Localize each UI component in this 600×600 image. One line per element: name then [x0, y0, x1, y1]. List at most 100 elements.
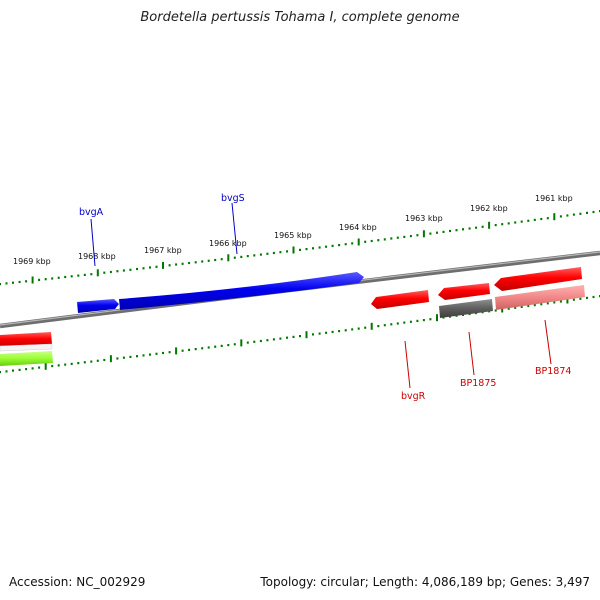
scale-minor-tick	[57, 364, 60, 367]
scale-minor-tick	[357, 327, 360, 330]
scale-minor-tick	[559, 300, 562, 303]
scale-minor-tick	[201, 347, 204, 350]
scale-minor-tick	[64, 275, 67, 279]
scale-major-tick	[96, 269, 99, 277]
scale-minor-tick	[266, 339, 269, 342]
scale-minor-tick	[0, 283, 1, 286]
scale-minor-tick	[286, 250, 288, 253]
scale-minor-tick	[279, 337, 282, 340]
scale-minor-tick	[494, 309, 497, 312]
gene-bvgR[interactable]	[371, 290, 429, 309]
scale-minor-tick	[338, 330, 341, 333]
scale-minor-tick	[527, 219, 530, 222]
scale-major-tick	[175, 347, 178, 355]
scale-minor-tick	[546, 302, 549, 305]
map-title: Bordetella pertussis Tohama I, complete …	[140, 10, 460, 25]
scale-minor-tick	[253, 254, 256, 257]
scale-major-tick	[240, 339, 243, 347]
scale-major-tick	[31, 276, 34, 284]
scale-minor-tick	[18, 368, 21, 371]
scale-minor-tick	[514, 221, 517, 224]
scale-minor-tick	[364, 240, 367, 243]
scale-major-tick	[44, 362, 47, 370]
white-feature-left[interactable]	[0, 343, 53, 352]
scale-minor-tick	[422, 319, 425, 322]
scale-minor-tick	[462, 228, 464, 231]
scale-minor-tick	[12, 281, 14, 284]
scale-minor-tick	[155, 352, 158, 355]
scale-minor-tick	[109, 270, 112, 274]
scale-minor-tick	[162, 351, 164, 355]
scale-minor-tick	[214, 345, 217, 348]
pink-feature[interactable]	[495, 285, 585, 310]
scale-minor-tick	[0, 371, 1, 374]
scale-minor-tick	[103, 358, 106, 362]
scale-minor-tick	[572, 213, 575, 216]
scale-minor-tick	[533, 304, 536, 307]
scale-minor-tick	[240, 255, 243, 258]
scale-major-tick	[227, 254, 230, 262]
scale-minor-tick	[553, 301, 556, 304]
scale-minor-tick	[38, 366, 41, 369]
scale-minor-tick	[220, 258, 223, 261]
scale-minor-tick	[175, 263, 178, 266]
grey-feature[interactable]	[439, 299, 493, 318]
scale-minor-tick	[514, 306, 517, 309]
scale-minor-tick	[136, 267, 138, 271]
scale-minor-tick	[129, 355, 132, 358]
scale-minor-tick	[344, 329, 347, 332]
gene-bvgS[interactable]	[119, 272, 364, 310]
scale-minor-tick	[305, 248, 308, 251]
scale-minor-tick	[416, 234, 419, 237]
scale-minor-tick	[579, 297, 582, 300]
scale-minor-tick	[194, 348, 197, 351]
scale-minor-tick	[416, 319, 419, 322]
label-BP1875: BP1875	[460, 378, 496, 389]
scale-minor-tick	[83, 273, 86, 276]
red-feature-left[interactable]	[0, 332, 52, 347]
scale-minor-tick	[122, 269, 125, 272]
forward-genes	[77, 272, 364, 313]
scale-minor-tick	[279, 251, 282, 254]
label-bvgA: bvgA	[79, 207, 104, 218]
scale-minor-tick	[51, 277, 54, 280]
scale-minor-tick	[468, 227, 471, 230]
tick-label: 1963 kbp	[405, 214, 443, 223]
scale-minor-tick	[586, 296, 588, 299]
scale-minor-tick	[25, 280, 28, 283]
scale-major-tick	[566, 296, 569, 304]
gene-BP1875[interactable]	[438, 283, 490, 300]
scale-minor-tick	[77, 274, 80, 277]
scale-minor-tick	[455, 229, 458, 232]
scale-minor-tick	[299, 335, 301, 338]
scale-minor-tick	[51, 365, 54, 368]
scale-minor-tick	[403, 321, 406, 324]
scale-minor-tick	[429, 232, 432, 235]
scale-minor-tick	[442, 230, 445, 233]
scale-minor-tick	[253, 340, 256, 343]
scale-minor-tick	[390, 323, 393, 326]
scale-minor-tick	[70, 275, 73, 278]
scale-minor-tick	[331, 330, 334, 333]
scale-minor-tick	[116, 357, 119, 360]
scale-minor-tick	[383, 324, 386, 327]
scale-minor-tick	[31, 367, 34, 370]
scale-minor-tick	[318, 332, 321, 335]
scale-minor-tick	[377, 325, 380, 328]
scale-minor-tick	[188, 261, 191, 265]
green-feature-left[interactable]	[0, 351, 53, 366]
scale-minor-tick	[207, 346, 210, 349]
scale-minor-tick	[403, 235, 406, 238]
scale-minor-tick	[579, 212, 582, 215]
scale-labels: 1969 kbp 1968 kbp 1967 kbp 1966 kbp 1965…	[13, 194, 573, 266]
gene-BP1874[interactable]	[494, 267, 582, 291]
scale-major-tick	[488, 221, 491, 229]
scale-minor-tick	[572, 298, 575, 301]
scale-major-tick	[305, 331, 308, 339]
gene-bvgA[interactable]	[77, 299, 119, 313]
scale-minor-tick	[57, 276, 60, 279]
scale-minor-tick	[592, 295, 595, 299]
scale-minor-tick	[122, 356, 125, 359]
label-bvgS: bvgS	[221, 193, 245, 204]
scale-minor-tick	[436, 231, 438, 234]
